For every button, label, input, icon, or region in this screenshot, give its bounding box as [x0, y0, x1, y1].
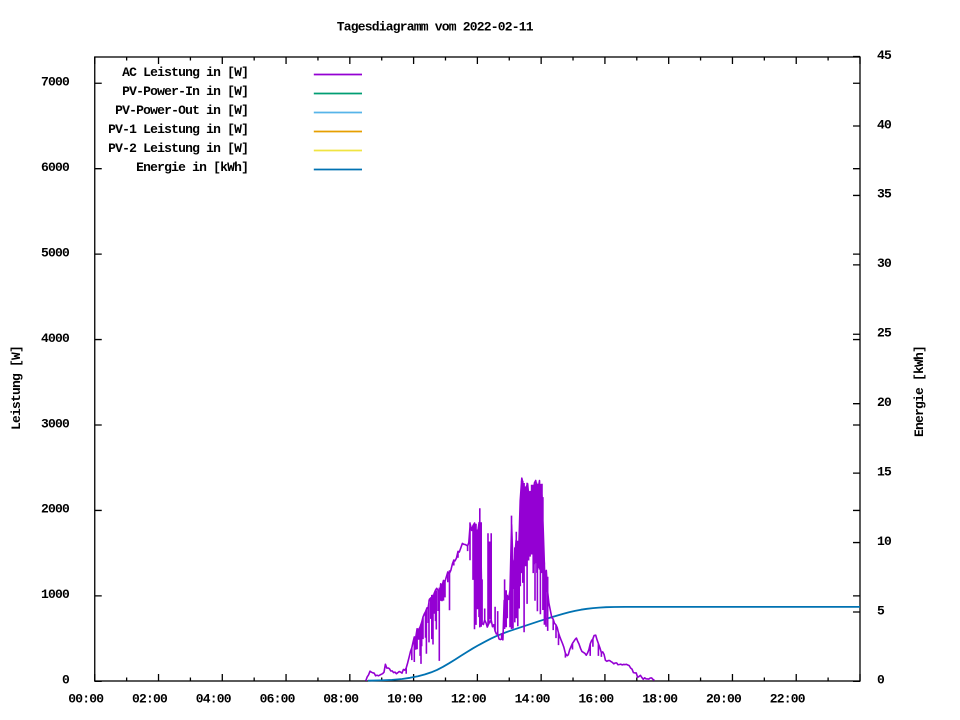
svg-text:06:00: 06:00 [260, 691, 296, 706]
svg-text:5: 5 [877, 603, 885, 618]
svg-text:02:00: 02:00 [132, 691, 168, 706]
svg-text:10:00: 10:00 [387, 691, 423, 706]
svg-text:PV-Power-In in [W]: PV-Power-In in [W] [122, 84, 248, 99]
svg-text:3000: 3000 [41, 416, 70, 431]
svg-text:25: 25 [877, 326, 892, 341]
svg-text:0: 0 [62, 673, 70, 688]
svg-text:10: 10 [877, 534, 892, 549]
svg-text:4000: 4000 [41, 331, 70, 346]
svg-text:AC Leistung in [W]: AC Leistung in [W] [122, 65, 248, 80]
svg-text:Leistung [W]: Leistung [W] [9, 346, 24, 430]
svg-text:40: 40 [877, 117, 892, 132]
svg-text:20: 20 [877, 395, 892, 410]
svg-text:1000: 1000 [41, 587, 70, 602]
svg-text:2000: 2000 [41, 502, 70, 517]
svg-text:Tagesdiagramm vom 2022-02-11: Tagesdiagramm vom 2022-02-11 [337, 19, 534, 34]
svg-text:00:00: 00:00 [68, 691, 104, 706]
svg-text:30: 30 [877, 256, 892, 271]
svg-text:18:00: 18:00 [642, 691, 678, 706]
svg-text:04:00: 04:00 [196, 691, 232, 706]
svg-text:5000: 5000 [41, 245, 70, 260]
svg-text:35: 35 [877, 187, 892, 202]
svg-text:PV-1 Leistung in [W]: PV-1 Leistung in [W] [108, 122, 248, 137]
svg-text:PV-2 Leistung in [W]: PV-2 Leistung in [W] [108, 141, 248, 156]
svg-text:7000: 7000 [41, 75, 70, 90]
svg-text:45: 45 [877, 48, 892, 63]
svg-text:15: 15 [877, 464, 892, 479]
svg-text:Energie in [kWh]: Energie in [kWh] [136, 160, 248, 175]
svg-text:PV-Power-Out in [W]: PV-Power-Out in [W] [115, 103, 248, 118]
svg-text:Energie [kWh]: Energie [kWh] [912, 346, 927, 437]
svg-text:0: 0 [877, 673, 885, 688]
svg-text:12:00: 12:00 [451, 691, 487, 706]
svg-text:14:00: 14:00 [515, 691, 551, 706]
svg-text:16:00: 16:00 [578, 691, 614, 706]
svg-text:08:00: 08:00 [323, 691, 359, 706]
svg-text:22:00: 22:00 [770, 691, 806, 706]
svg-text:6000: 6000 [41, 160, 70, 175]
svg-text:20:00: 20:00 [706, 691, 742, 706]
